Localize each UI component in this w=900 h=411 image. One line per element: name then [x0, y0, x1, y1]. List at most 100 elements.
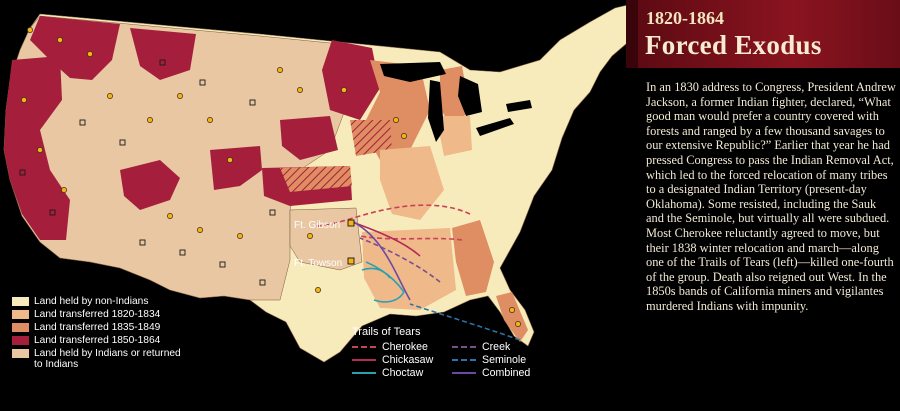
- fort-marker: [259, 279, 266, 286]
- site-marker: [167, 213, 173, 219]
- site-marker: [237, 233, 243, 239]
- site-marker: [227, 157, 233, 163]
- trail-swatch: [452, 372, 476, 374]
- transfer-1835-southeast: [452, 220, 494, 296]
- legend-swatch: [12, 336, 29, 345]
- trail-swatch: [352, 372, 376, 374]
- page-title: Forced Exodus: [645, 30, 822, 60]
- lake-erie: [476, 118, 514, 136]
- ft-gibson-marker: [347, 219, 355, 227]
- trail-choctaw: [361, 261, 405, 303]
- transfer-1850-montana: [130, 28, 196, 80]
- site-marker: [515, 321, 521, 327]
- legend-label: Land transferred 1820-1834: [34, 309, 161, 320]
- trail-label: Seminole: [482, 354, 527, 366]
- legend-label: Land held by non-Indians: [34, 296, 149, 307]
- site-marker: [509, 307, 515, 313]
- site-markers: [21, 27, 521, 327]
- lake-huron: [458, 76, 482, 116]
- legend-label: Land transferred 1850-1864: [34, 335, 161, 346]
- transfer-1850-dakota: [280, 116, 338, 160]
- site-marker: [297, 87, 303, 93]
- fort-marker: [199, 79, 206, 86]
- trail-combined: [353, 221, 411, 301]
- fort-marker: [179, 249, 186, 256]
- fort-markers: [19, 59, 276, 286]
- fort-marker: [19, 169, 26, 176]
- site-marker: [197, 227, 203, 233]
- ft-towson-label: Ft. Towson: [294, 258, 342, 269]
- trail-label: Cherokee: [382, 341, 428, 353]
- site-marker: [61, 187, 67, 193]
- trail-seminole: [409, 303, 521, 341]
- legend-item-non-indian: Land held by non-Indians: [12, 296, 212, 309]
- trail-legend-cherokee: Cherokee: [352, 341, 452, 353]
- transfer-1835-florida: [496, 292, 528, 342]
- indian-territory: [289, 207, 363, 271]
- fort-marker: [139, 239, 146, 246]
- site-marker: [177, 93, 183, 99]
- legend-swatch: [12, 349, 29, 358]
- lake-superior: [380, 62, 446, 82]
- legend-item-1835: Land transferred 1835-1849: [12, 322, 212, 335]
- trail-label: Combined: [482, 367, 531, 379]
- legend-swatch: [12, 323, 29, 332]
- trail-cherokee-2: [359, 235, 463, 241]
- land-legend: Land held by non-Indians Land transferre…: [12, 296, 212, 374]
- trail-swatch: [452, 359, 476, 361]
- trails-legend-title: Trails of Tears: [352, 326, 421, 338]
- trail-swatch: [352, 346, 376, 348]
- site-marker: [87, 51, 93, 57]
- legend-item-1850: Land transferred 1850-1864: [12, 335, 212, 348]
- site-marker: [37, 147, 43, 153]
- site-marker: [307, 233, 313, 239]
- fort-marker: [79, 119, 86, 126]
- trails-legend: Trails of Tears Cherokee Creek Chickasaw…: [352, 326, 548, 379]
- legend-swatch: [12, 310, 29, 319]
- fort-marker: [219, 261, 226, 268]
- transfer-1820-midwest: [380, 146, 444, 220]
- transfer-1850-west-coast: [4, 56, 70, 240]
- trail-legend-combined: Combined: [452, 367, 548, 379]
- site-marker: [207, 117, 213, 123]
- site-marker: [341, 87, 347, 93]
- trail-legend-chickasaw: Chickasaw: [352, 354, 452, 366]
- lake-michigan: [428, 80, 444, 142]
- article-body: In an 1830 address to Congress, Presiden…: [646, 80, 896, 313]
- legend-label: Land transferred 1835-1849: [34, 322, 161, 333]
- trail-cherokee: [315, 204, 471, 227]
- date-range: 1820-1864: [646, 8, 724, 28]
- trail-label: Choctaw: [382, 367, 424, 379]
- site-marker: [277, 67, 283, 73]
- trail-chickasaw: [351, 221, 421, 257]
- transfer-1835-hatched-iowa: [350, 120, 392, 156]
- site-marker: [315, 287, 321, 293]
- site-marker: [21, 97, 27, 103]
- site-marker: [27, 27, 33, 33]
- site-marker: [107, 93, 113, 99]
- fort-marker: [49, 209, 56, 216]
- title-banner: [626, 0, 900, 68]
- site-marker: [57, 37, 63, 43]
- trail-creek: [359, 237, 441, 283]
- legend-item-indian-held: Land held by Indians or returned to Indi…: [12, 348, 212, 374]
- transfer-1835-hatched: [280, 166, 352, 192]
- transfer-1850-northwest: [30, 16, 120, 80]
- site-marker: [401, 133, 407, 139]
- fort-marker: [119, 139, 126, 146]
- trail-legend-creek: Creek: [452, 341, 548, 353]
- site-marker: [393, 117, 399, 123]
- legend-swatch: [12, 297, 29, 306]
- trail-legend-choctaw: Choctaw: [352, 367, 452, 379]
- ft-towson-marker: [347, 257, 355, 265]
- transfer-1850-minnesota: [322, 40, 380, 120]
- fort-marker: [269, 209, 276, 216]
- site-marker: [147, 117, 153, 123]
- united-states-map: Ft. Gibson Ft. Towson: [3, 3, 633, 363]
- trail-label: Chickasaw: [382, 354, 434, 366]
- lake-ontario: [506, 100, 532, 112]
- fort-marker: [159, 59, 166, 66]
- fort-marker: [249, 99, 256, 106]
- legend-item-1820: Land transferred 1820-1834: [12, 309, 212, 322]
- trail-legend-seminole: Seminole: [452, 354, 548, 366]
